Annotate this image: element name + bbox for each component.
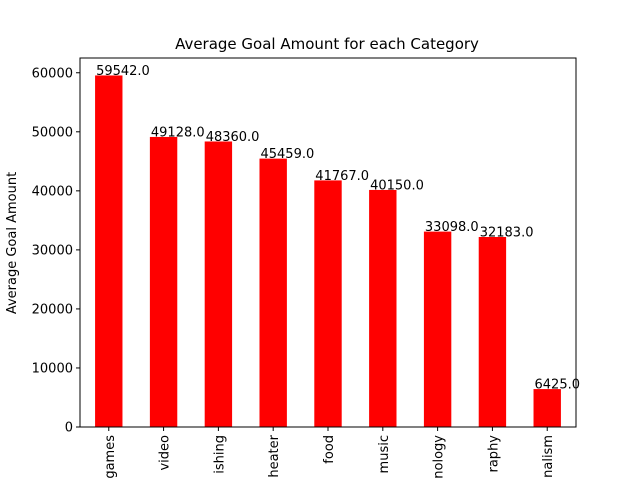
x-tick-label-7: raphy — [486, 435, 501, 473]
data-label-5: 40150.0 — [370, 178, 424, 193]
x-tick-label-4: food — [322, 435, 337, 464]
plot-area-frame — [79, 57, 577, 428]
bar-8 — [533, 389, 561, 427]
x-tick-label-2: ishing — [212, 435, 227, 474]
y-tick-label-3: 30000 — [32, 243, 73, 258]
data-label-3: 45459.0 — [260, 147, 314, 162]
bar-6 — [423, 231, 452, 427]
y-tick-label-1: 10000 — [32, 361, 73, 376]
x-axis-ticks: games video ishing heater food music nology rap… — [103, 427, 556, 479]
bar-3 — [259, 158, 287, 428]
y-tick-label-0: 0 — [65, 421, 73, 436]
y-tick-label-2: 20000 — [32, 302, 73, 317]
y-axis-title: Average Goal Amount — [5, 172, 20, 314]
bar-4 — [314, 180, 342, 427]
bars-group — [95, 75, 561, 428]
bar-2 — [204, 141, 233, 428]
y-tick-label-5: 50000 — [32, 125, 73, 140]
data-labels-group: 59542.0 49128.0 48360.045459.041767.040150… — [96, 64, 580, 393]
data-label-4: 41767.0 — [315, 169, 369, 184]
data-label-0: 59542.0 — [96, 64, 150, 79]
x-tick-label-1: video — [158, 435, 173, 471]
bar-5 — [369, 189, 397, 427]
x-tick-label-6: nology — [432, 435, 447, 479]
data-label-2: 48360.0 — [206, 130, 260, 145]
y-axis-ticks: 0 10000 20000 30000 40000 50000 60000 — [32, 66, 80, 436]
x-tick-label-0: games — [103, 435, 118, 479]
y-tick-label-4: 40000 — [32, 184, 73, 199]
x-tick-label-8: nalism — [541, 435, 556, 478]
data-label-8: 6425.0 — [535, 378, 581, 393]
bar-7 — [478, 236, 507, 427]
data-label-7: 32183.0 — [480, 225, 534, 240]
data-label-6: 33098.0 — [425, 220, 479, 235]
x-tick-label-3: heater — [267, 434, 282, 477]
bar-0 — [95, 75, 123, 428]
y-tick-label-6: 60000 — [32, 66, 73, 81]
chart-title: Average Goal Amount for each Category — [175, 35, 479, 53]
bar-1 — [149, 136, 178, 427]
data-label-1: 49128.0 — [151, 125, 205, 140]
x-tick-label-5: music — [377, 435, 392, 473]
